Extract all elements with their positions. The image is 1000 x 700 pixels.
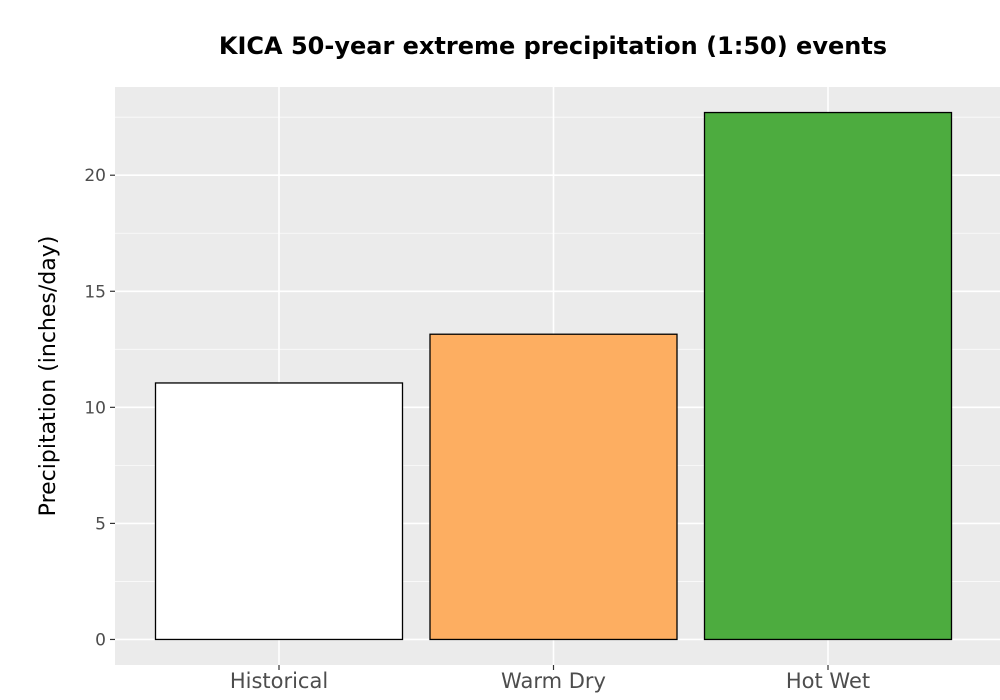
y-tick-label: 15 [84, 282, 106, 302]
bar-warm-dry [429, 333, 678, 641]
y-axis-label: Precipitation (inches/day) [36, 236, 61, 517]
chart-title: KICA 50-year extreme precipitation (1:50… [219, 32, 887, 60]
y-tick-label: 10 [84, 398, 106, 418]
bars [154, 111, 953, 641]
x-tick-label: Historical [230, 669, 328, 693]
x-tick-label: Warm Dry [501, 669, 606, 693]
y-axis-ticks: 0 5 10 15 20 [84, 166, 115, 650]
y-tick-label: 20 [84, 166, 106, 186]
y-tick-label: 0 [95, 630, 106, 650]
bar-hot-wet [703, 111, 953, 641]
x-tick-label: Hot Wet [786, 669, 870, 693]
x-axis-ticks: Historical Warm Dry Hot Wet [230, 665, 870, 693]
bar-historical [154, 382, 404, 641]
y-tick-label: 5 [95, 514, 106, 534]
